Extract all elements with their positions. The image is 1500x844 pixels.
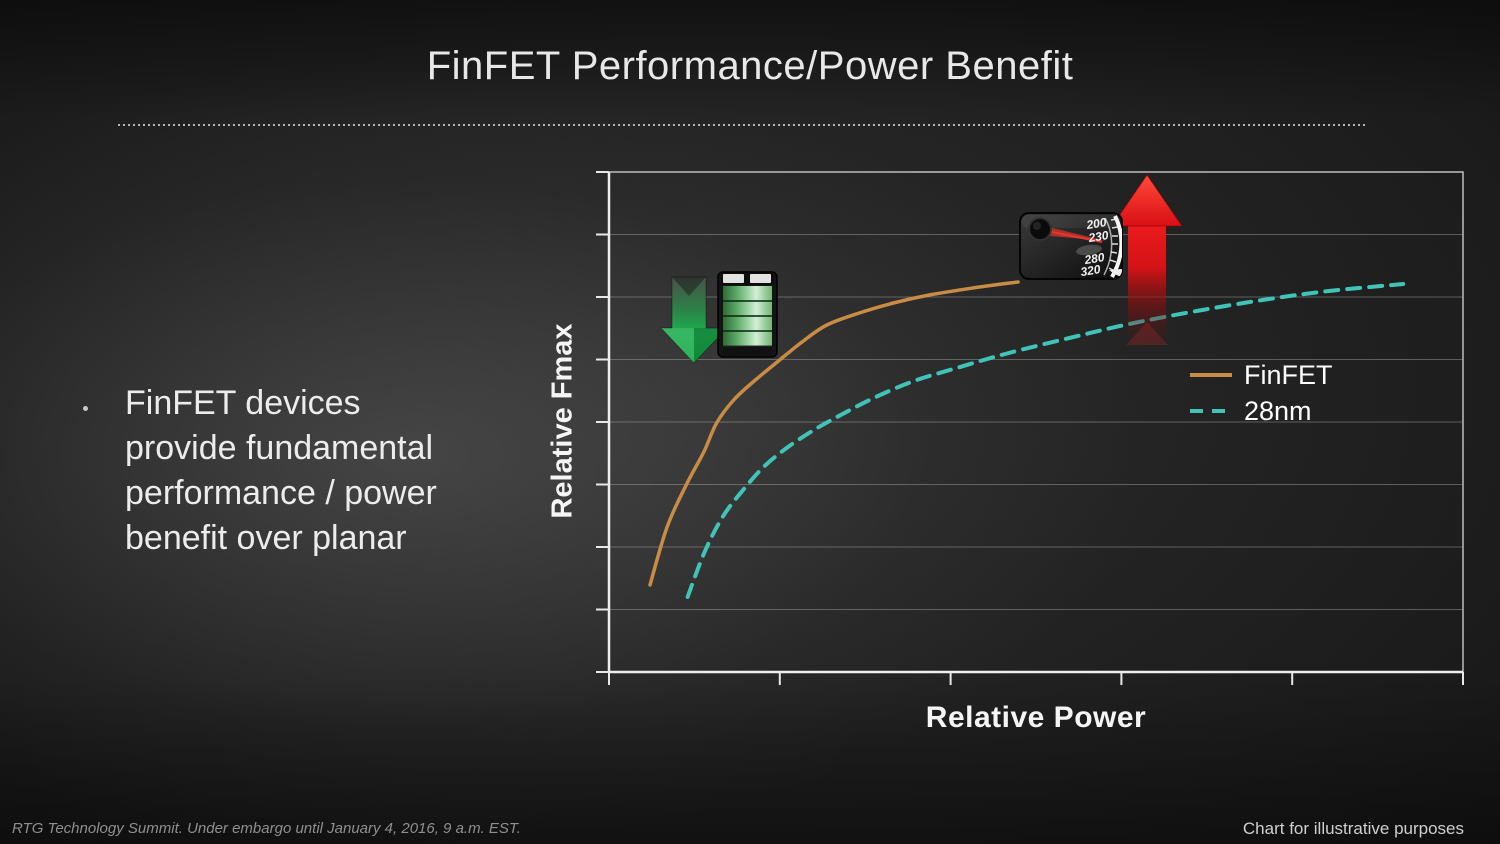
series-line-finfet <box>648 280 1020 587</box>
series-line-28nm <box>685 282 1406 599</box>
bullet-line: FinFET devices <box>125 384 361 422</box>
legend-label-28nm: 28nm <box>1244 395 1312 426</box>
footer-illustrative-note: Chart for illustrative purposes <box>1242 819 1464 838</box>
legend-swatch-28nm-dashed-line <box>1190 409 1232 413</box>
speedometer-number: 280 <box>1083 250 1106 267</box>
battery-icon <box>717 271 778 358</box>
speedometer-icon: 200 230 280 320 <box>1019 212 1123 280</box>
chart-svg: 200 230 280 320 <box>596 171 1464 685</box>
chart-area: 200 230 280 320 <box>596 171 1464 685</box>
speedometer-number: 230 <box>1087 228 1110 245</box>
y-axis-ticks <box>596 171 609 673</box>
speedometer-number: 200 <box>1085 215 1108 232</box>
bullet-line: benefit over planar <box>125 519 407 557</box>
chart-legend: FinFET 28nm <box>1190 357 1333 429</box>
footer-embargo-note: RTG Technology Summit. Under embargo unt… <box>12 820 521 837</box>
x-axis-ticks <box>608 672 1464 685</box>
bullet-text: FinFET devices provide fundamental perfo… <box>125 381 437 561</box>
legend-swatch-finfet-line <box>1190 373 1232 377</box>
series-layer <box>648 280 1406 599</box>
y-axis-label: Relative Fmax <box>546 323 579 519</box>
bullet-line: performance / power <box>125 474 437 512</box>
x-axis-label: Relative Power <box>925 701 1147 734</box>
green-down-arrow-icon <box>659 276 729 364</box>
bullet-marker <box>83 406 88 411</box>
speedometer-number: 320 <box>1079 262 1101 279</box>
title-divider-dotted-line <box>118 124 1366 126</box>
bullet-line: provide fundamental <box>125 429 434 467</box>
legend-item-finfet: FinFET <box>1190 357 1333 393</box>
legend-item-28nm: 28nm <box>1190 393 1333 429</box>
page-title: FinFET Performance/Power Benefit <box>426 44 1074 88</box>
red-up-arrow-icon <box>1111 174 1183 347</box>
legend-label-finfet: FinFET <box>1244 359 1333 390</box>
